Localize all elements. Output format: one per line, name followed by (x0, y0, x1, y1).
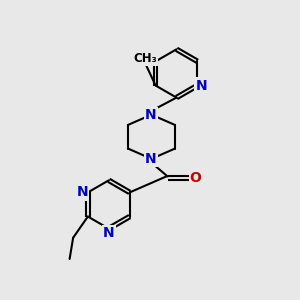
Text: O: O (190, 171, 202, 185)
Text: CH₃: CH₃ (134, 52, 157, 64)
Text: N: N (145, 108, 156, 122)
Text: N: N (103, 226, 115, 240)
Text: N: N (195, 79, 207, 92)
Text: N: N (145, 152, 156, 166)
Text: N: N (77, 185, 88, 200)
